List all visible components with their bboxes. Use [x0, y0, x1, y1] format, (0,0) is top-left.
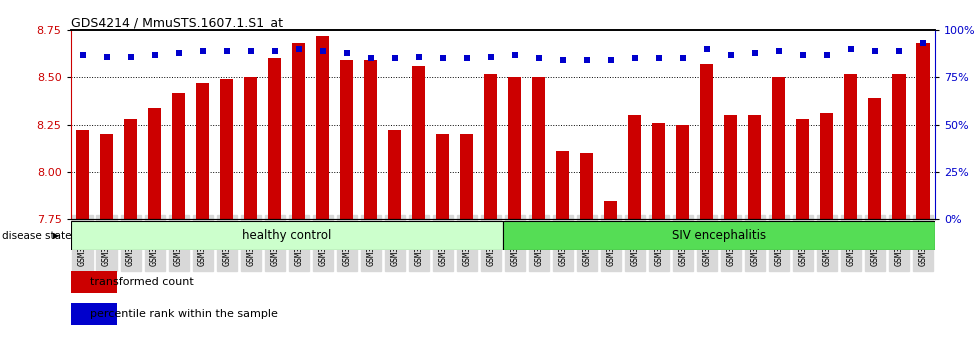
- Point: [459, 56, 474, 61]
- Bar: [220, 79, 233, 219]
- Point: [507, 52, 522, 58]
- Bar: [292, 43, 305, 219]
- Point: [771, 48, 787, 54]
- Text: transformed count: transformed count: [89, 276, 193, 287]
- Point: [219, 48, 234, 54]
- Bar: [71, 221, 503, 250]
- Bar: [148, 108, 161, 219]
- Bar: [676, 125, 689, 219]
- Point: [99, 54, 115, 59]
- Point: [171, 50, 186, 56]
- Bar: [605, 201, 617, 219]
- Point: [315, 48, 330, 54]
- Point: [843, 46, 858, 52]
- Point: [291, 46, 307, 52]
- Point: [699, 46, 714, 52]
- Point: [195, 48, 211, 54]
- Point: [747, 50, 762, 56]
- Bar: [100, 134, 113, 219]
- Bar: [244, 78, 257, 219]
- Bar: [845, 74, 858, 219]
- Point: [435, 56, 451, 61]
- Bar: [532, 78, 545, 219]
- Bar: [724, 115, 737, 219]
- Point: [483, 54, 499, 59]
- Bar: [820, 113, 833, 219]
- Point: [579, 58, 595, 63]
- Bar: [269, 58, 281, 219]
- Point: [531, 56, 547, 61]
- Bar: [196, 83, 209, 219]
- Point: [627, 56, 643, 61]
- Point: [243, 48, 259, 54]
- Point: [267, 48, 282, 54]
- Bar: [797, 119, 809, 219]
- Point: [147, 52, 163, 58]
- Point: [555, 58, 570, 63]
- Point: [675, 56, 691, 61]
- Point: [411, 54, 426, 59]
- Bar: [893, 74, 906, 219]
- Bar: [749, 115, 761, 219]
- Bar: [628, 115, 641, 219]
- Bar: [509, 78, 521, 219]
- Bar: [340, 61, 353, 219]
- Bar: [701, 64, 713, 219]
- Bar: [317, 36, 329, 219]
- Bar: [772, 78, 785, 219]
- Text: GDS4214 / MmuSTS.1607.1.S1_at: GDS4214 / MmuSTS.1607.1.S1_at: [71, 16, 282, 29]
- Bar: [124, 119, 137, 219]
- Bar: [916, 43, 929, 219]
- Bar: [868, 98, 881, 219]
- Bar: [365, 61, 377, 219]
- Text: SIV encephalitis: SIV encephalitis: [671, 229, 766, 242]
- Bar: [172, 93, 185, 219]
- Bar: [503, 221, 935, 250]
- Bar: [557, 151, 569, 219]
- Bar: [653, 123, 665, 219]
- Point: [603, 58, 618, 63]
- Bar: [461, 134, 473, 219]
- Point: [74, 52, 90, 58]
- Bar: [388, 131, 401, 219]
- Point: [387, 56, 403, 61]
- Point: [339, 50, 355, 56]
- Point: [363, 56, 378, 61]
- Point: [795, 52, 810, 58]
- Bar: [580, 153, 593, 219]
- Point: [891, 48, 907, 54]
- Point: [915, 40, 931, 46]
- Bar: [413, 66, 425, 219]
- Point: [122, 54, 138, 59]
- Bar: [71, 271, 118, 293]
- Point: [723, 52, 739, 58]
- Text: healthy control: healthy control: [242, 229, 331, 242]
- Text: percentile rank within the sample: percentile rank within the sample: [89, 308, 277, 319]
- Point: [819, 52, 835, 58]
- Point: [651, 56, 666, 61]
- Text: ▶: ▶: [53, 231, 60, 240]
- Point: [867, 48, 883, 54]
- Bar: [436, 134, 449, 219]
- Bar: [76, 131, 89, 219]
- Bar: [71, 303, 118, 325]
- Text: disease state: disease state: [2, 231, 72, 241]
- Bar: [484, 74, 497, 219]
